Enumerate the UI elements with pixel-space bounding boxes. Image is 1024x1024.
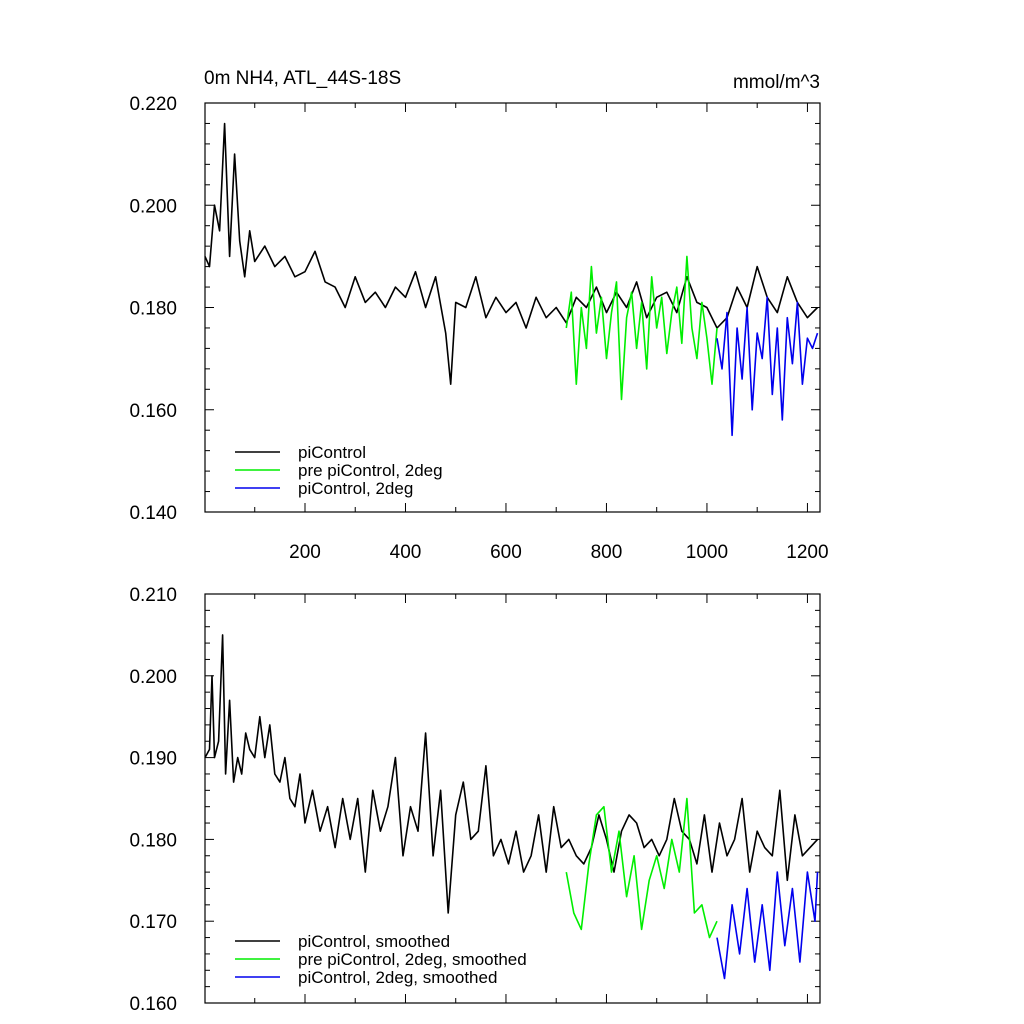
x-tick-label: 200 [289, 542, 321, 563]
x-tick-label: 600 [490, 542, 522, 563]
x-tick-label: 400 [390, 542, 422, 563]
legend-label: pre piControl, 2deg [298, 461, 443, 480]
y-tick-label: 0.190 [129, 749, 177, 770]
x-tick-label: 1200 [786, 542, 828, 563]
y-tick-label: 0.180 [129, 830, 177, 851]
series-line [716, 871, 819, 980]
series-line [716, 296, 819, 437]
y-tick-label: 0.170 [129, 912, 177, 933]
series-line [565, 255, 718, 401]
y-tick-label: 0.160 [129, 994, 177, 1015]
legend-label: piControl, smoothed [298, 932, 450, 951]
y-tick-label: 0.140 [129, 503, 177, 524]
y-tick-label: 0.180 [129, 299, 177, 320]
legend-label: piControl, 2deg, smoothed [298, 968, 497, 987]
series-line [565, 797, 718, 939]
y-tick-label: 0.210 [129, 585, 177, 606]
plot-frame [204, 593, 821, 1004]
x-tick-label: 800 [591, 542, 623, 563]
units-label: mmol/m^3 [733, 72, 820, 93]
y-tick-label: 0.200 [129, 667, 177, 688]
chart-title: 0m NH4, ATL_44S-18S [204, 68, 401, 89]
legend-label: pre piControl, 2deg, smoothed [298, 950, 527, 969]
series-line [204, 122, 819, 385]
y-tick-label: 0.220 [129, 94, 177, 115]
top-panel: 0.140 0.160 0.180 0.200 0.220 200 400 600 800 100… [129, 94, 828, 563]
bottom-panel: 0.160 0.170 0.180 0.190 0.200 0.210 piControl,… [129, 585, 821, 1015]
x-tick-label: 1000 [686, 542, 728, 563]
y-tick-label: 0.160 [129, 401, 177, 422]
series-line [204, 634, 819, 914]
legend-label: piControl, 2deg [298, 479, 413, 498]
y-tick-label: 0.200 [129, 196, 177, 217]
legend-label: piControl [298, 443, 366, 462]
